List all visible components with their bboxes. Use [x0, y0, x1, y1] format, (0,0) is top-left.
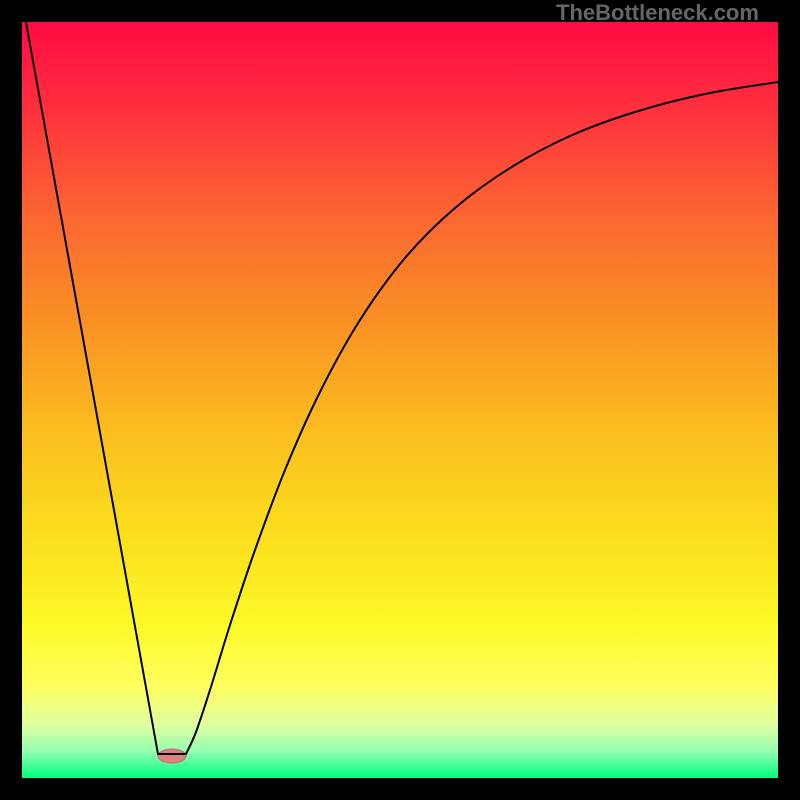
optimal-marker — [158, 749, 186, 763]
gradient-background — [22, 22, 778, 778]
watermark-text: TheBottleneck.com — [556, 0, 759, 26]
chart-svg — [0, 0, 800, 800]
plot-area — [22, 0, 778, 778]
bottleneck-chart: TheBottleneck.com — [0, 0, 800, 800]
